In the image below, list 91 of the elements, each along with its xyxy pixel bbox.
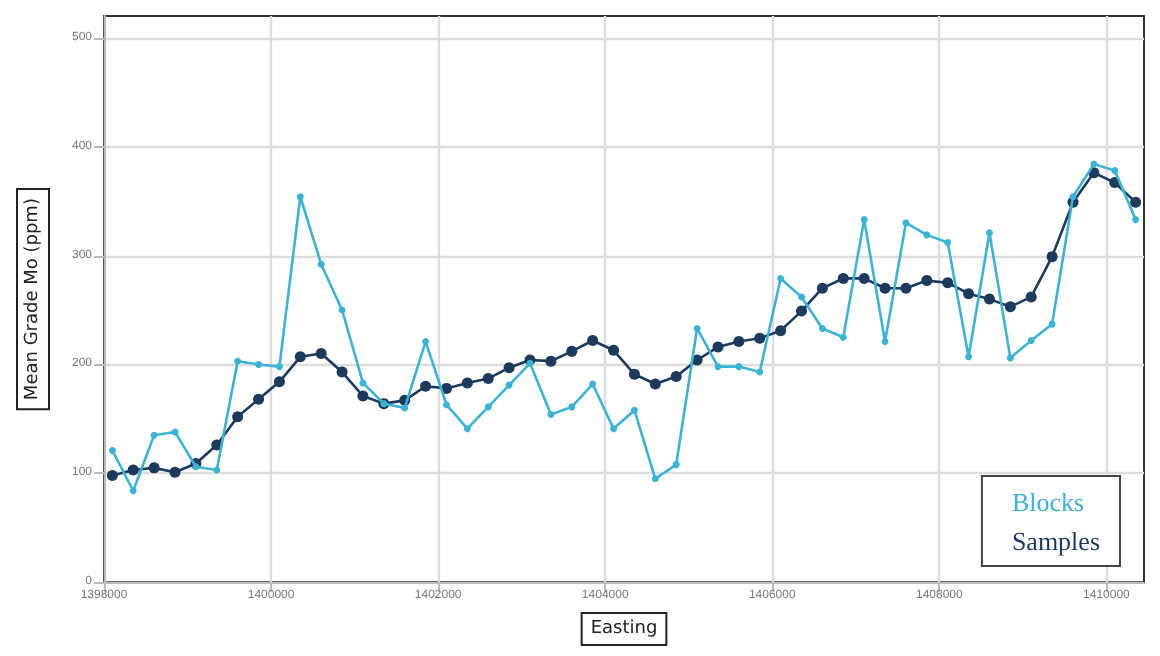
point: [881, 338, 889, 346]
point: [294, 351, 306, 363]
point: [461, 377, 473, 389]
point: [317, 260, 325, 268]
text: Blocks: [1011, 487, 1085, 517]
point: [463, 425, 471, 433]
point: [902, 219, 910, 227]
point: [649, 378, 661, 390]
point: [1090, 160, 1098, 168]
y-axis-title: Mean Grade Mo (ppm): [23, 198, 43, 401]
point: [942, 277, 954, 289]
point: [357, 390, 369, 402]
point: [714, 363, 722, 371]
point: [420, 380, 432, 392]
point: [315, 348, 327, 360]
point: [169, 466, 181, 478]
point: [1111, 167, 1119, 175]
point: [589, 380, 597, 388]
point: [693, 325, 701, 332]
point: [213, 466, 221, 474]
point: [545, 355, 557, 367]
point: [1027, 336, 1035, 344]
point: [255, 360, 263, 368]
text: Samples: [1011, 526, 1101, 556]
point: [401, 404, 409, 412]
point: [566, 345, 578, 357]
point: [547, 411, 555, 419]
point: [127, 464, 139, 476]
point: [923, 231, 931, 239]
point: [965, 353, 973, 361]
point: [983, 293, 995, 305]
point: [1132, 216, 1140, 224]
x-axis-title: Easting: [590, 619, 658, 639]
point: [712, 341, 724, 353]
point: [963, 288, 975, 300]
point: [273, 376, 285, 388]
point: [192, 463, 200, 471]
point: [336, 366, 348, 378]
point: [1004, 301, 1016, 313]
point: [818, 325, 826, 332]
point: [296, 193, 304, 201]
point: [777, 274, 785, 282]
point: [482, 373, 494, 385]
point: [672, 461, 680, 469]
point: [1069, 193, 1077, 201]
point: [526, 359, 534, 367]
point: [837, 272, 849, 284]
point: [1048, 320, 1056, 328]
point: [106, 470, 118, 481]
point: [921, 275, 933, 287]
point: [150, 431, 158, 439]
point: [816, 282, 828, 294]
point: [129, 487, 137, 495]
point: [985, 229, 993, 237]
point: [503, 362, 515, 374]
point: [148, 462, 160, 474]
point: [630, 406, 638, 414]
point: [735, 363, 743, 371]
point: [756, 368, 764, 376]
point: [232, 411, 244, 423]
point: [860, 216, 868, 224]
point: [1130, 196, 1142, 208]
point: [587, 334, 599, 346]
point: [628, 368, 640, 380]
point: [275, 363, 283, 371]
point: [505, 381, 513, 389]
point: [234, 357, 242, 365]
point: [754, 332, 766, 344]
point: [733, 336, 745, 348]
point: [422, 338, 430, 346]
point: [879, 282, 891, 294]
point: [944, 238, 952, 246]
point: [443, 401, 450, 409]
point: [798, 293, 806, 301]
point: [568, 403, 576, 411]
point: [253, 393, 265, 405]
point: [441, 382, 452, 394]
point: [670, 370, 682, 382]
point: [610, 425, 618, 433]
point: [1046, 251, 1058, 263]
point: [858, 272, 870, 284]
point: [900, 282, 912, 294]
point: [1025, 291, 1037, 303]
point: [484, 403, 492, 411]
point: [651, 475, 659, 483]
point: [796, 305, 808, 317]
point: [108, 446, 116, 454]
point: [608, 344, 620, 356]
point: [839, 333, 847, 341]
point: [775, 325, 787, 337]
point: [1006, 354, 1014, 362]
